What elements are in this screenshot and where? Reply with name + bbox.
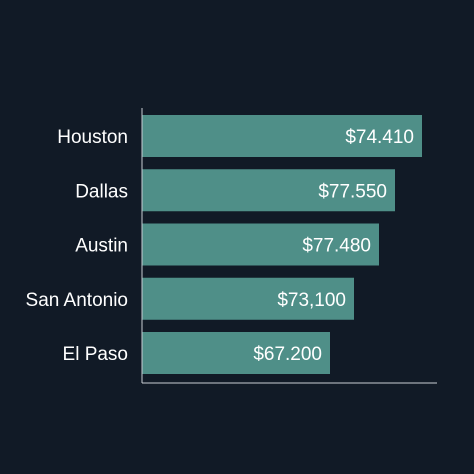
value-labels-layer: $74.410 $77.550 $77.480 $73,100 $67.200 [253,127,414,365]
category-label: Austin [75,236,128,257]
value-label: $77.550 [318,181,387,202]
bar-austin [142,223,379,266]
value-label: $77.480 [302,236,371,257]
bar-houston [142,115,422,157]
bar-el-paso [142,332,330,374]
bar-san-antonio [142,277,354,320]
category-label: Dallas [75,181,128,202]
bars-layer [142,115,422,374]
category-labels-layer: Houston Dallas Austin San Antonio El Paso [26,127,128,365]
value-label: $73,100 [277,290,346,311]
bar-dallas [142,169,395,212]
value-label: $74.410 [345,127,414,148]
category-label: El Paso [63,344,128,365]
value-label: $67.200 [253,344,322,365]
category-label: San Antonio [26,290,128,311]
category-label: Houston [57,127,128,148]
